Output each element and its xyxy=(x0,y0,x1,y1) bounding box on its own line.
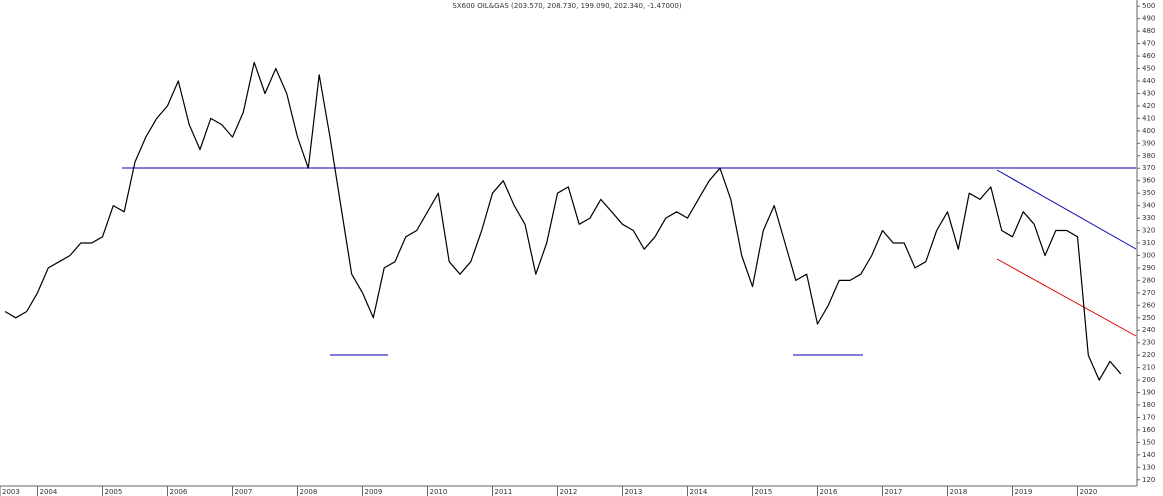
x-tick-label: 2003 xyxy=(2,488,20,496)
y-tick-label: 480 xyxy=(1142,27,1155,35)
y-tick-label: 150 xyxy=(1142,438,1155,446)
y-tick-label: 300 xyxy=(1142,251,1155,259)
y-tick-label: 140 xyxy=(1142,451,1155,459)
x-tick-label: 2015 xyxy=(755,488,773,496)
x-tick-label: 2005 xyxy=(105,488,123,496)
y-tick-label: 490 xyxy=(1142,15,1155,23)
y-tick-label: 400 xyxy=(1142,127,1155,135)
y-tick-label: 130 xyxy=(1142,463,1155,471)
x-tick-label: 2009 xyxy=(365,488,383,496)
x-tick-label: 2010 xyxy=(430,488,448,496)
y-tick-label: 500 xyxy=(1142,2,1155,10)
y-tick-label: 290 xyxy=(1142,264,1155,272)
y-tick-label: 330 xyxy=(1142,214,1155,222)
y-tick-label: 420 xyxy=(1142,102,1155,110)
y-tick-label: 280 xyxy=(1142,276,1155,284)
x-tick-label: 2018 xyxy=(950,488,968,496)
y-tick-label: 340 xyxy=(1142,202,1155,210)
chart-title: SX600 OIL&GAS (203.570, 208.730, 199.090… xyxy=(452,2,681,10)
y-tick-label: 190 xyxy=(1142,389,1155,397)
y-tick-label: 310 xyxy=(1142,239,1155,247)
y-tick-label: 460 xyxy=(1142,52,1155,60)
y-tick-label: 390 xyxy=(1142,139,1155,147)
x-tick-label: 2011 xyxy=(495,488,513,496)
x-tick-label: 2006 xyxy=(170,488,188,496)
y-tick-label: 220 xyxy=(1142,351,1155,359)
y-tick-label: 230 xyxy=(1142,339,1155,347)
y-tick-label: 380 xyxy=(1142,152,1155,160)
y-tick-label: 270 xyxy=(1142,289,1155,297)
y-tick-label: 320 xyxy=(1142,227,1155,235)
x-tick-label: 2007 xyxy=(235,488,253,496)
x-tick-label: 2017 xyxy=(885,488,903,496)
y-tick-label: 370 xyxy=(1142,164,1155,172)
y-tick-label: 260 xyxy=(1142,301,1155,309)
x-tick-label: 2014 xyxy=(690,488,708,496)
y-tick-label: 170 xyxy=(1142,413,1155,421)
x-tick-label: 2020 xyxy=(1080,488,1098,496)
y-tick-label: 430 xyxy=(1142,89,1155,97)
x-tick-label: 2012 xyxy=(560,488,578,496)
y-tick-label: 240 xyxy=(1142,326,1155,334)
x-tick-label: 2008 xyxy=(300,488,318,496)
y-tick-label: 350 xyxy=(1142,189,1155,197)
y-tick-label: 250 xyxy=(1142,314,1155,322)
y-tick-label: 410 xyxy=(1142,114,1155,122)
y-tick-label: 120 xyxy=(1142,476,1155,484)
x-tick-label: 2019 xyxy=(1015,488,1033,496)
y-tick-label: 440 xyxy=(1142,77,1155,85)
y-tick-label: 470 xyxy=(1142,40,1155,48)
y-tick-label: 360 xyxy=(1142,177,1155,185)
x-tick-label: 2016 xyxy=(820,488,838,496)
y-tick-label: 160 xyxy=(1142,426,1155,434)
price-line xyxy=(4,61,1122,381)
trend-line xyxy=(996,169,1137,250)
y-tick-label: 180 xyxy=(1142,401,1155,409)
y-tick-label: 210 xyxy=(1142,364,1155,372)
x-tick-label: 2013 xyxy=(625,488,643,496)
y-tick-label: 450 xyxy=(1142,65,1155,73)
y-tick-label: 200 xyxy=(1142,376,1155,384)
x-tick-label: 2004 xyxy=(40,488,58,496)
trend-line xyxy=(996,258,1137,337)
